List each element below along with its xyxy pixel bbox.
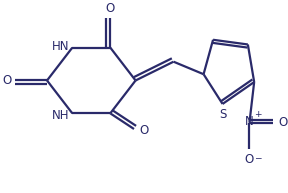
Text: +: + bbox=[254, 110, 261, 119]
Text: O: O bbox=[2, 74, 12, 87]
Text: HN: HN bbox=[52, 40, 69, 52]
Text: O: O bbox=[278, 116, 287, 129]
Text: O: O bbox=[140, 124, 149, 137]
Text: −: − bbox=[254, 154, 261, 163]
Text: S: S bbox=[219, 108, 226, 121]
Text: O: O bbox=[245, 153, 254, 166]
Text: N: N bbox=[245, 115, 254, 128]
Text: NH: NH bbox=[52, 109, 69, 122]
Text: O: O bbox=[106, 2, 115, 15]
